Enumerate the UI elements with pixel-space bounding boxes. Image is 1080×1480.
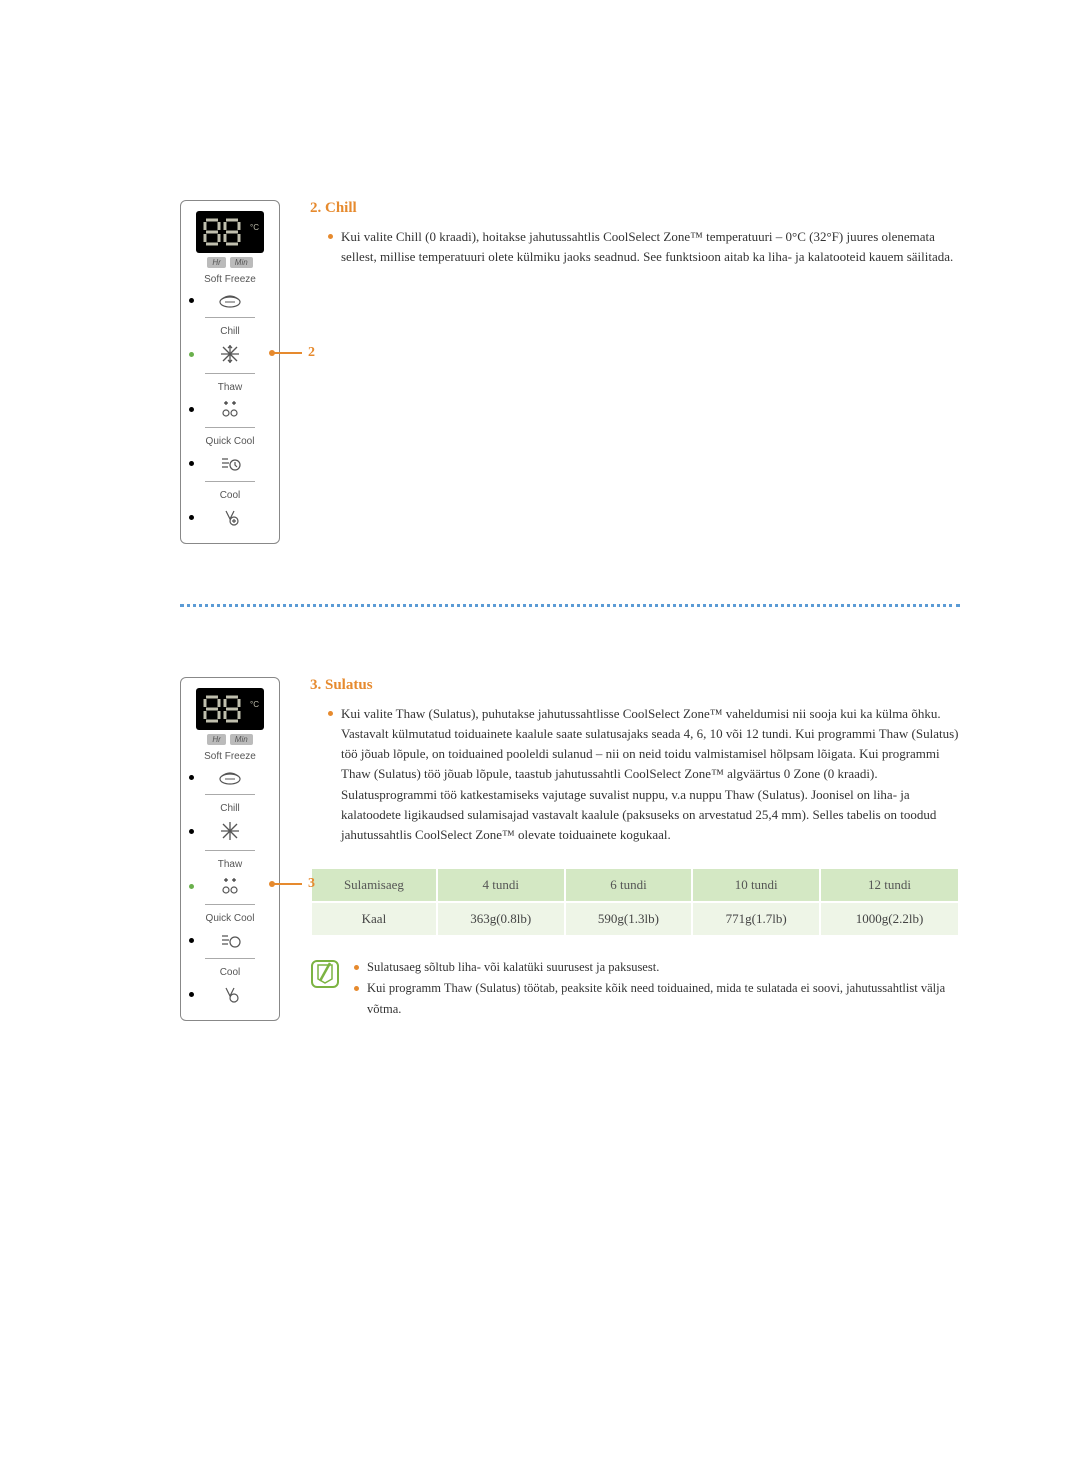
table-cell: 4 tundi xyxy=(438,869,564,901)
cool-icon xyxy=(218,507,242,527)
soft-freeze-label: Soft Freeze xyxy=(204,274,256,285)
cool-label: Cool xyxy=(220,490,241,501)
table-cell: 10 tundi xyxy=(693,869,819,901)
thaw-label: Thaw xyxy=(218,382,242,393)
snowflake-icon xyxy=(219,820,241,842)
note-2-text: Kui programm Thaw (Sulatus) töötab, peak… xyxy=(367,978,960,1021)
soft-freeze-row xyxy=(187,287,273,313)
table-cell: 590g(1.3lb) xyxy=(566,903,692,935)
section-sulatus: °C Hr Min Soft Freeze Chill xyxy=(180,677,960,1021)
hr-min-labels: Hr Min xyxy=(207,734,252,745)
section-3-text: Kui valite Thaw (Sulatus), puhutakse jah… xyxy=(341,704,960,845)
indicator-dot xyxy=(189,775,194,780)
cool-row xyxy=(187,980,273,1008)
soft-freeze-icon xyxy=(217,291,243,309)
note-line-1: Sulatusaeg sõltub liha- või kalatüki suu… xyxy=(354,957,960,978)
thaw-row: 3 xyxy=(187,872,273,900)
temperature-display: °C xyxy=(196,211,264,253)
indicator-dot xyxy=(189,298,194,303)
chill-row: 2 xyxy=(187,339,273,369)
temperature-display: °C xyxy=(196,688,264,730)
table-row: Kaal 363g(0.8lb) 590g(1.3lb) 771g(1.7lb)… xyxy=(312,903,958,935)
section-2-content: 2. Chill Kui valite Chill (0 kraadi), ho… xyxy=(310,200,960,267)
indicator-dot xyxy=(189,515,194,520)
table-cell: 1000g(2.2lb) xyxy=(821,903,958,935)
cool-icon xyxy=(218,984,242,1004)
indicator-dot xyxy=(189,992,194,997)
table-cell: 12 tundi xyxy=(821,869,958,901)
indicator-dot xyxy=(189,407,194,412)
indicator-dot xyxy=(189,938,194,943)
bullet-icon xyxy=(354,965,359,970)
control-panel-3: °C Hr Min Soft Freeze Chill xyxy=(180,677,280,1021)
section-2-bullet: Kui valite Chill (0 kraadi), hoitakse ja… xyxy=(328,227,960,267)
chill-label: Chill xyxy=(220,803,239,814)
table-row-header: Sulamisaeg 4 tundi 6 tundi 10 tundi 12 t… xyxy=(312,869,958,901)
table-cell: Sulamisaeg xyxy=(312,869,436,901)
snowflake-icon xyxy=(219,343,241,365)
thaw-label: Thaw xyxy=(218,859,242,870)
min-label: Min xyxy=(230,734,253,745)
note-lines: Sulatusaeg sõltub liha- või kalatüki suu… xyxy=(354,957,960,1021)
cool-row xyxy=(187,503,273,531)
bullet-icon xyxy=(354,986,359,991)
quick-cool-icon xyxy=(218,453,242,473)
quick-cool-row xyxy=(187,926,273,954)
callout-2: 2 xyxy=(269,345,315,361)
min-label: Min xyxy=(230,257,253,268)
quick-cool-row xyxy=(187,449,273,477)
section-3-heading: 3. Sulatus xyxy=(310,677,960,694)
section-2-heading: 2. Chill xyxy=(310,200,960,217)
control-panel-2: °C Hr Min Soft Freeze Chill xyxy=(180,200,280,544)
dotted-divider xyxy=(180,604,960,607)
table-cell: 771g(1.7lb) xyxy=(693,903,819,935)
soft-freeze-label: Soft Freeze xyxy=(204,751,256,762)
chill-row xyxy=(187,816,273,846)
quick-cool-icon xyxy=(218,930,242,950)
table-cell: 6 tundi xyxy=(566,869,692,901)
thaw-row xyxy=(187,395,273,423)
bullet-icon xyxy=(328,234,333,239)
note-line-2: Kui programm Thaw (Sulatus) töötab, peak… xyxy=(354,978,960,1021)
indicator-dot-active xyxy=(189,352,194,357)
section-3-content: 3. Sulatus Kui valite Thaw (Sulatus), pu… xyxy=(310,677,960,1021)
note-1-text: Sulatusaeg sõltub liha- või kalatüki suu… xyxy=(367,957,659,978)
quick-cool-label: Quick Cool xyxy=(206,913,255,924)
thaw-icon xyxy=(219,399,241,419)
section-2-text: Kui valite Chill (0 kraadi), hoitakse ja… xyxy=(341,227,960,267)
cool-label: Cool xyxy=(220,967,241,978)
svg-text:°C: °C xyxy=(250,700,259,709)
soft-freeze-icon xyxy=(217,768,243,786)
note-block: Sulatusaeg sõltub liha- või kalatüki suu… xyxy=(310,957,960,1021)
table-cell: 363g(0.8lb) xyxy=(438,903,564,935)
svg-text:°C: °C xyxy=(250,223,259,232)
indicator-dot xyxy=(189,829,194,834)
thaw-icon xyxy=(219,876,241,896)
hr-label: Hr xyxy=(207,257,225,268)
section-chill: °C Hr Min Soft Freeze Chill xyxy=(180,200,960,544)
quick-cool-label: Quick Cool xyxy=(206,436,255,447)
indicator-dot-active xyxy=(189,884,194,889)
hr-label: Hr xyxy=(207,734,225,745)
indicator-dot xyxy=(189,461,194,466)
bullet-icon xyxy=(328,711,333,716)
chill-label: Chill xyxy=(220,326,239,337)
hr-min-labels: Hr Min xyxy=(207,257,252,268)
section-3-bullet: Kui valite Thaw (Sulatus), puhutakse jah… xyxy=(328,704,960,845)
note-icon xyxy=(310,957,340,994)
table-cell: Kaal xyxy=(312,903,436,935)
callout-3: 3 xyxy=(269,876,315,892)
thaw-time-table: Sulamisaeg 4 tundi 6 tundi 10 tundi 12 t… xyxy=(310,867,960,937)
soft-freeze-row xyxy=(187,764,273,790)
